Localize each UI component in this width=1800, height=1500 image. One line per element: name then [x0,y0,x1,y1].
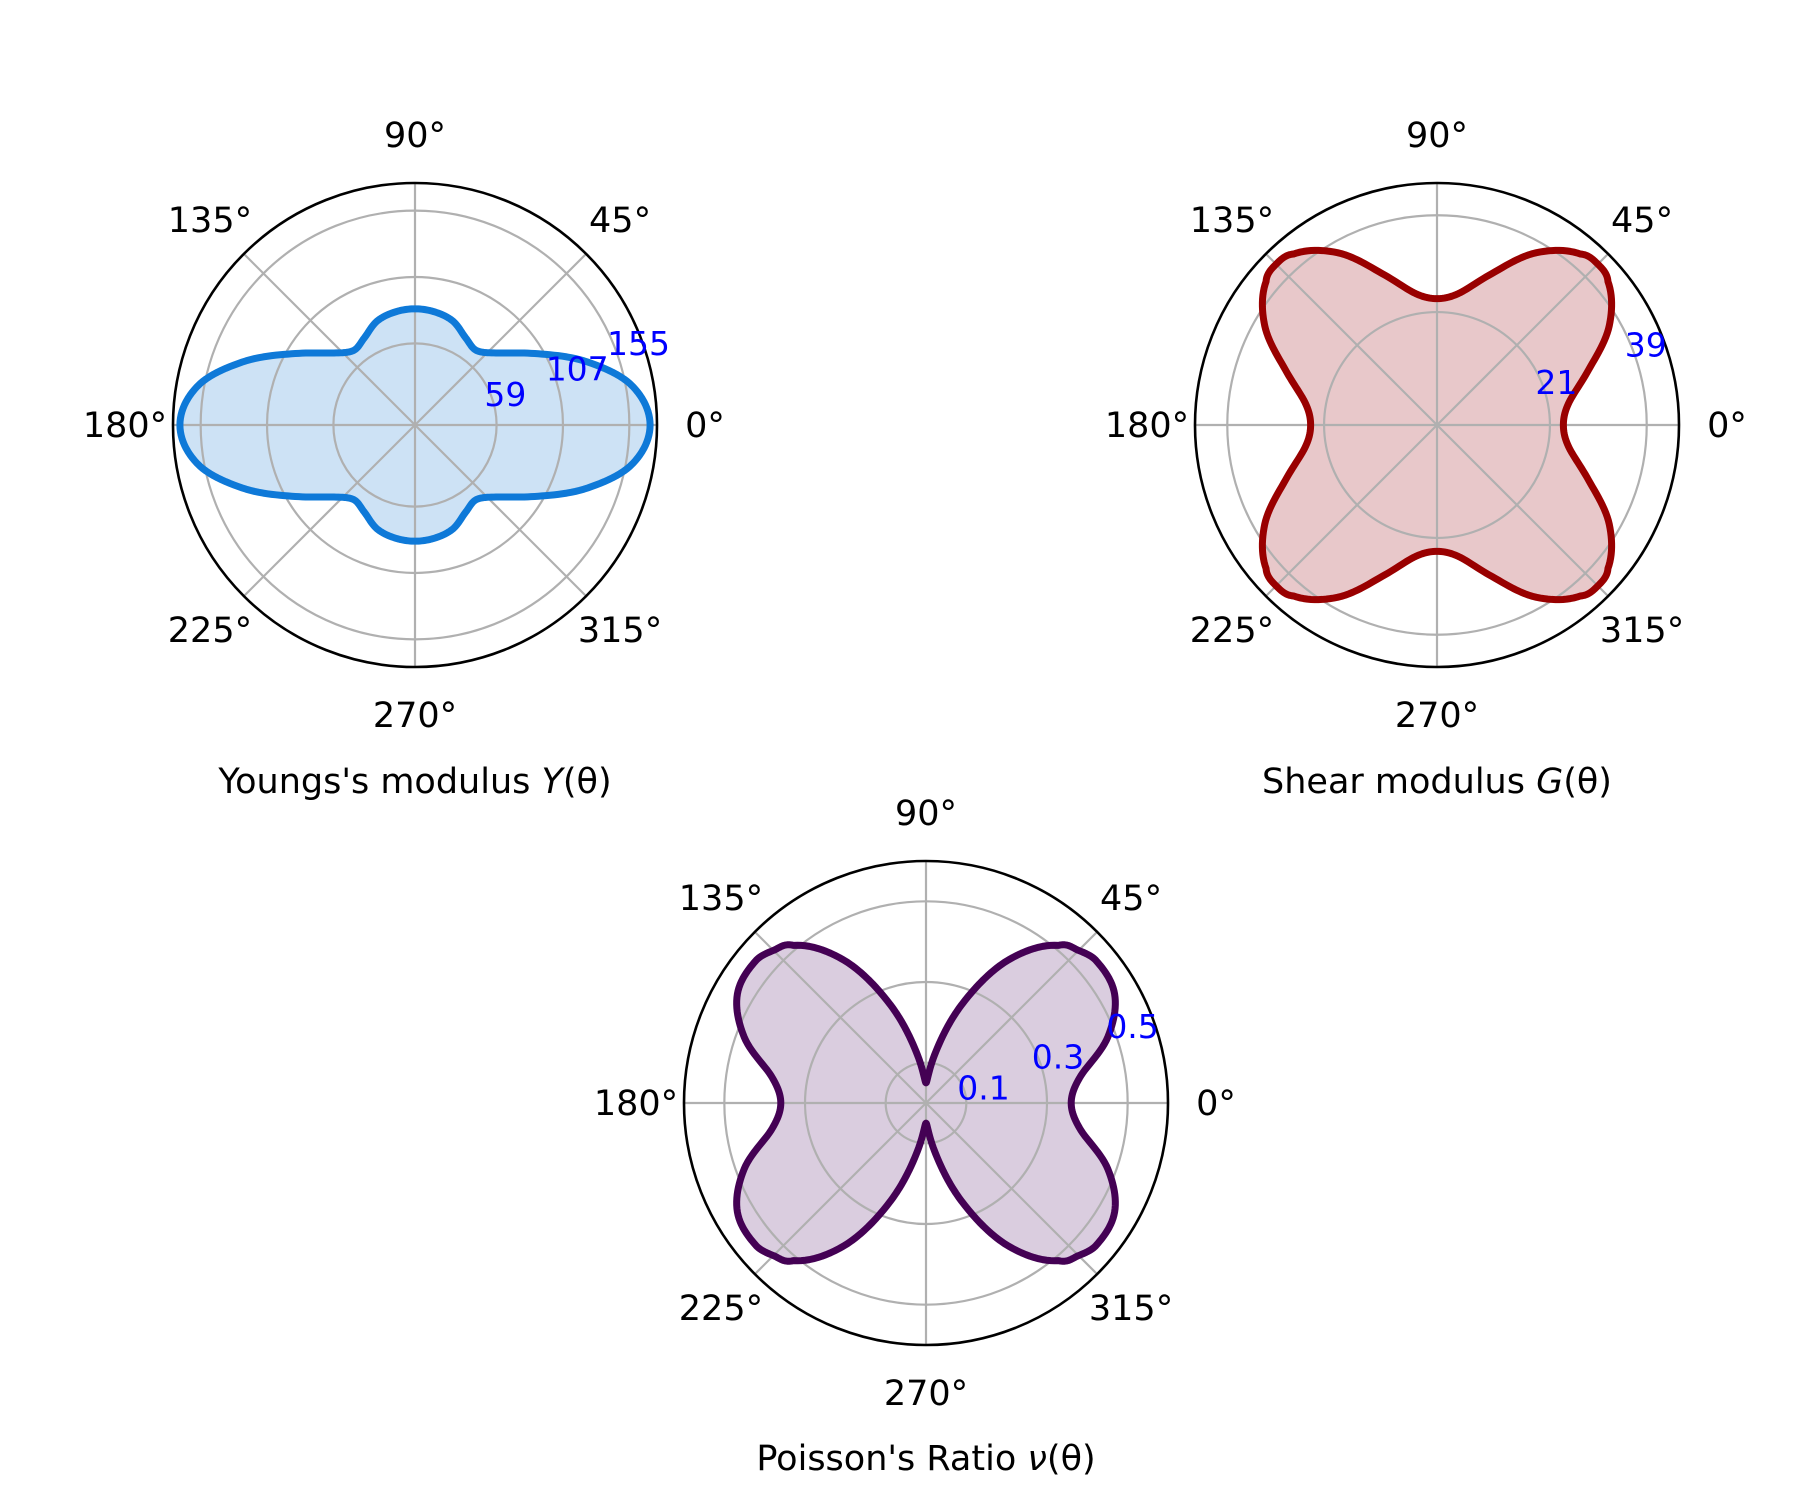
angle-tick-label: 45° [589,201,651,241]
angle-tick-label: 180° [594,1084,678,1124]
angle-tick-label: 315° [1089,1289,1173,1329]
angular-gridline [1436,424,1609,597]
polar-panel-3: 0.1 0.3 0.5 0° 45° 90° 135° 180° 225° 270° 315° Poi… [594,794,1236,1479]
radial-tick-label: 21 [1535,363,1577,402]
angle-tick-label: 270° [1395,696,1479,736]
angular-gridline [1265,253,1438,426]
radial-gridline [199,209,631,641]
panel-title: Youngs's modulus Y(θ) [217,762,611,802]
angular-gridline [243,424,416,597]
panel-title: Poisson's Ratio ν(θ) [756,1439,1095,1479]
radial-tick-label: 0.3 [1032,1038,1084,1077]
panel-title: Shear modulus G(θ) [1262,762,1612,802]
angle-tick-label: 180° [1105,406,1189,446]
polar-panel-2: 21 39 0° 45° 90° 135° 180° 225° 270° 315° Shear mo… [1105,116,1747,802]
angle-tick-label: 135° [168,201,252,241]
angular-gridline [414,253,587,426]
polar-frame [171,181,659,669]
angle-tick-label: 270° [884,1374,968,1414]
angle-tick-label: 225° [679,1289,763,1329]
radial-gridline [265,275,565,575]
angle-tick-label: 315° [1600,611,1684,651]
radial-gridline [1322,310,1552,540]
angular-gridline [243,253,416,426]
radial-gridline [332,342,498,508]
angle-tick-label: 315° [578,611,662,651]
angle-tick-label: 135° [1190,201,1274,241]
angle-tick-label: 0° [685,406,725,446]
radial-tick-label: 59 [484,375,526,414]
angle-tick-label: 225° [168,611,252,651]
polar-frame [1193,181,1681,669]
angle-tick-label: 180° [83,406,167,446]
angle-tick-label: 90° [895,794,957,834]
angle-tick-label: 0° [1707,406,1747,446]
radial-gridline [723,900,1129,1306]
angle-tick-label: 45° [1611,201,1673,241]
radial-tick-label: 107 [546,349,609,388]
polar-curve [1258,246,1616,604]
angle-tick-label: 225° [1190,611,1274,651]
radial-gridline [1226,214,1648,636]
radial-tick-label: 39 [1625,326,1667,365]
angle-tick-label: 90° [1406,116,1468,156]
polar-curve [176,305,654,545]
radial-tick-label: 155 [607,324,670,363]
radial-gridline [803,980,1049,1226]
angle-tick-label: 270° [373,696,457,736]
polar-curve [733,941,1119,1265]
angle-tick-label: 45° [1100,879,1162,919]
angular-gridline [1265,424,1438,597]
radial-gridline [884,1061,968,1145]
angular-gridline [1436,253,1609,426]
polar-frame [682,859,1170,1347]
angle-tick-label: 0° [1196,1084,1236,1124]
angular-gridline [414,424,587,597]
angle-tick-label: 90° [384,116,446,156]
angle-tick-label: 135° [679,879,763,919]
radial-tick-label: 0.1 [957,1069,1009,1108]
radial-tick-label: 0.5 [1106,1007,1158,1046]
